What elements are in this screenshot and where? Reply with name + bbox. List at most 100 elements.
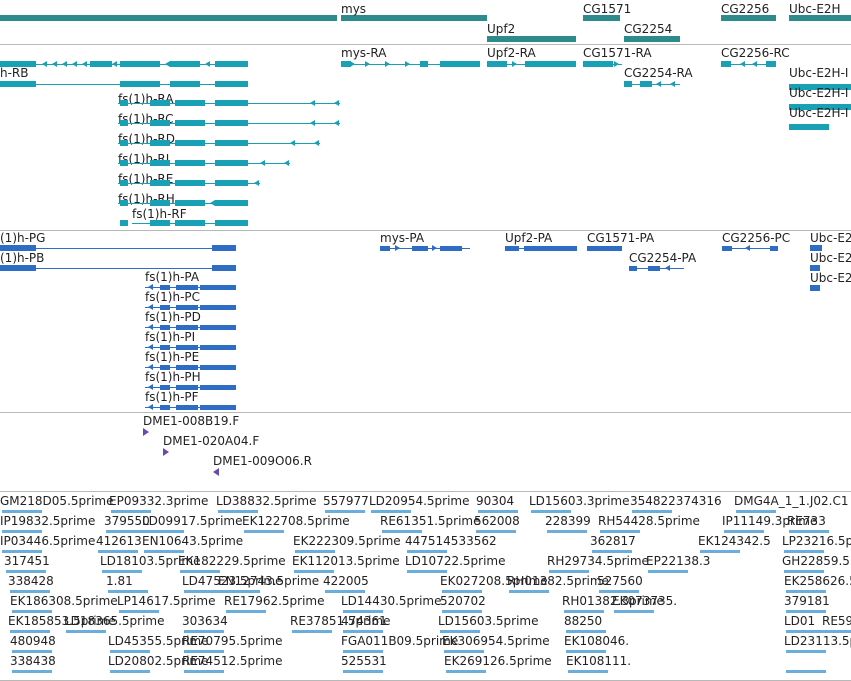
feature-label[interactable]: CG2254-RA	[624, 66, 693, 80]
exon-block[interactable]	[120, 140, 128, 146]
est-bar[interactable]	[2, 550, 42, 553]
est-label[interactable]: 1.81	[106, 574, 133, 588]
est-label[interactable]: LD20802.5prime	[108, 654, 209, 668]
feature-label[interactable]: Upf2	[487, 22, 516, 36]
feature-label[interactable]: (1)h-PG	[0, 231, 46, 245]
est-label[interactable]: FGA011B09.5prime	[341, 634, 459, 648]
exon-block[interactable]	[160, 364, 170, 370]
exon-block[interactable]	[583, 61, 613, 67]
est-bar[interactable]	[144, 550, 184, 553]
est-label[interactable]: EN10643.5prime	[142, 534, 244, 548]
est-label[interactable]: LD18103.5prime	[100, 554, 201, 568]
est-label[interactable]: LD23113.5prime	[784, 634, 851, 648]
exon-block[interactable]	[215, 140, 248, 146]
est-bar[interactable]	[244, 530, 284, 533]
gene-bar[interactable]	[0, 15, 337, 21]
est-bar[interactable]	[184, 630, 224, 633]
est-bar[interactable]	[180, 570, 220, 573]
est-bar[interactable]	[2, 510, 42, 513]
est-label[interactable]: IP11149.3prime	[722, 514, 818, 528]
est-bar[interactable]	[407, 550, 447, 553]
exon-block[interactable]	[176, 404, 198, 410]
est-bar[interactable]	[614, 610, 654, 613]
feature-label[interactable]: CG1571-RA	[583, 46, 652, 60]
est-bar[interactable]	[632, 510, 672, 513]
feature-label[interactable]: fs(1)h-PD	[145, 310, 201, 324]
est-bar[interactable]	[343, 650, 383, 653]
est-bar[interactable]	[343, 670, 383, 673]
est-label[interactable]: 379550	[104, 514, 150, 528]
est-label[interactable]: 303634	[182, 614, 228, 628]
feature-label[interactable]: fs(1)h-PH	[145, 370, 201, 384]
est-label[interactable]: LD15603.3prime	[529, 494, 630, 508]
est-bar[interactable]	[10, 590, 50, 593]
feature-label[interactable]: Upf2-PA	[505, 231, 553, 245]
est-bar[interactable]	[102, 570, 142, 573]
feature-label[interactable]: CG2254	[624, 22, 673, 36]
est-bar[interactable]	[12, 650, 52, 653]
est-label[interactable]: 317451	[4, 554, 50, 568]
feature-label[interactable]: fs(1)h-RF	[132, 207, 187, 221]
est-label[interactable]: LD20954.5prime	[369, 494, 470, 508]
exon-block[interactable]	[150, 160, 170, 166]
exon-block[interactable]	[160, 284, 170, 290]
est-bar[interactable]	[476, 530, 516, 533]
exon-block[interactable]	[150, 220, 170, 226]
feature-label[interactable]: Ubc-E2H	[789, 2, 841, 16]
exon-block[interactable]	[587, 245, 622, 251]
est-label[interactable]: EK124342.5	[698, 534, 771, 548]
est-label[interactable]: RE70795.5prime	[182, 634, 283, 648]
exon-block[interactable]	[90, 61, 112, 67]
feature-label[interactable]: DME1-020A04.F	[163, 434, 260, 448]
feature-label[interactable]: Ubc-E2H-I	[789, 66, 849, 80]
est-label[interactable]: IP03446.5prime	[0, 534, 96, 548]
exon-block[interactable]	[487, 61, 507, 67]
gene-bar[interactable]	[721, 15, 776, 21]
est-bar[interactable]	[10, 630, 50, 633]
exon-block[interactable]	[525, 61, 576, 67]
est-label[interactable]: 412613	[96, 534, 142, 548]
exon-block[interactable]	[380, 245, 390, 251]
est-bar[interactable]	[6, 570, 46, 573]
exon-block[interactable]	[766, 61, 776, 67]
est-label[interactable]: LD38832.5prime	[216, 494, 317, 508]
est-bar[interactable]	[295, 550, 335, 553]
est-bar[interactable]	[218, 510, 258, 513]
exon-block[interactable]	[629, 265, 637, 271]
exon-block[interactable]	[200, 344, 236, 350]
est-label[interactable]: LD09917.5prime	[142, 514, 243, 528]
exon-block[interactable]	[120, 120, 128, 126]
est-label[interactable]: LD01	[784, 614, 816, 628]
feature-label[interactable]: Ubc-E2	[810, 231, 851, 245]
est-bar[interactable]	[343, 630, 383, 633]
est-label[interactable]: EK269126.5prime	[444, 654, 552, 668]
est-label[interactable]: EK306954.5prime	[442, 634, 550, 648]
est-bar[interactable]	[407, 570, 447, 573]
est-bar[interactable]	[786, 650, 826, 653]
primer-marker-icon[interactable]	[213, 468, 219, 476]
feature-label[interactable]: fs(1)h-PE	[145, 350, 200, 364]
exon-block[interactable]	[170, 61, 200, 67]
est-label[interactable]: RE61351.5prime	[380, 514, 481, 528]
est-label[interactable]: RE733	[787, 514, 826, 528]
exon-block[interactable]	[648, 265, 660, 271]
est-bar[interactable]	[531, 510, 571, 513]
feature-label[interactable]: (1)h-PB	[0, 251, 45, 265]
est-bar[interactable]	[66, 630, 106, 633]
est-bar[interactable]	[12, 610, 52, 613]
est-label[interactable]: EP22138.3	[646, 554, 711, 568]
est-bar[interactable]	[371, 510, 411, 513]
est-label[interactable]: 562008	[474, 514, 520, 528]
est-label[interactable]: RH01382.3prime	[562, 594, 664, 608]
exon-block[interactable]	[176, 304, 198, 310]
exon-block[interactable]	[176, 384, 198, 390]
exon-block[interactable]	[215, 160, 248, 166]
exon-block[interactable]	[341, 61, 351, 67]
feature-label[interactable]: DME1-008B19.F	[143, 414, 240, 428]
feature-label[interactable]: Ubc-E2	[810, 251, 851, 265]
feature-label[interactable]: CG2256	[721, 2, 770, 16]
est-label[interactable]: 474361	[341, 614, 387, 628]
est-bar[interactable]	[736, 510, 776, 513]
exon-block[interactable]	[770, 245, 778, 251]
